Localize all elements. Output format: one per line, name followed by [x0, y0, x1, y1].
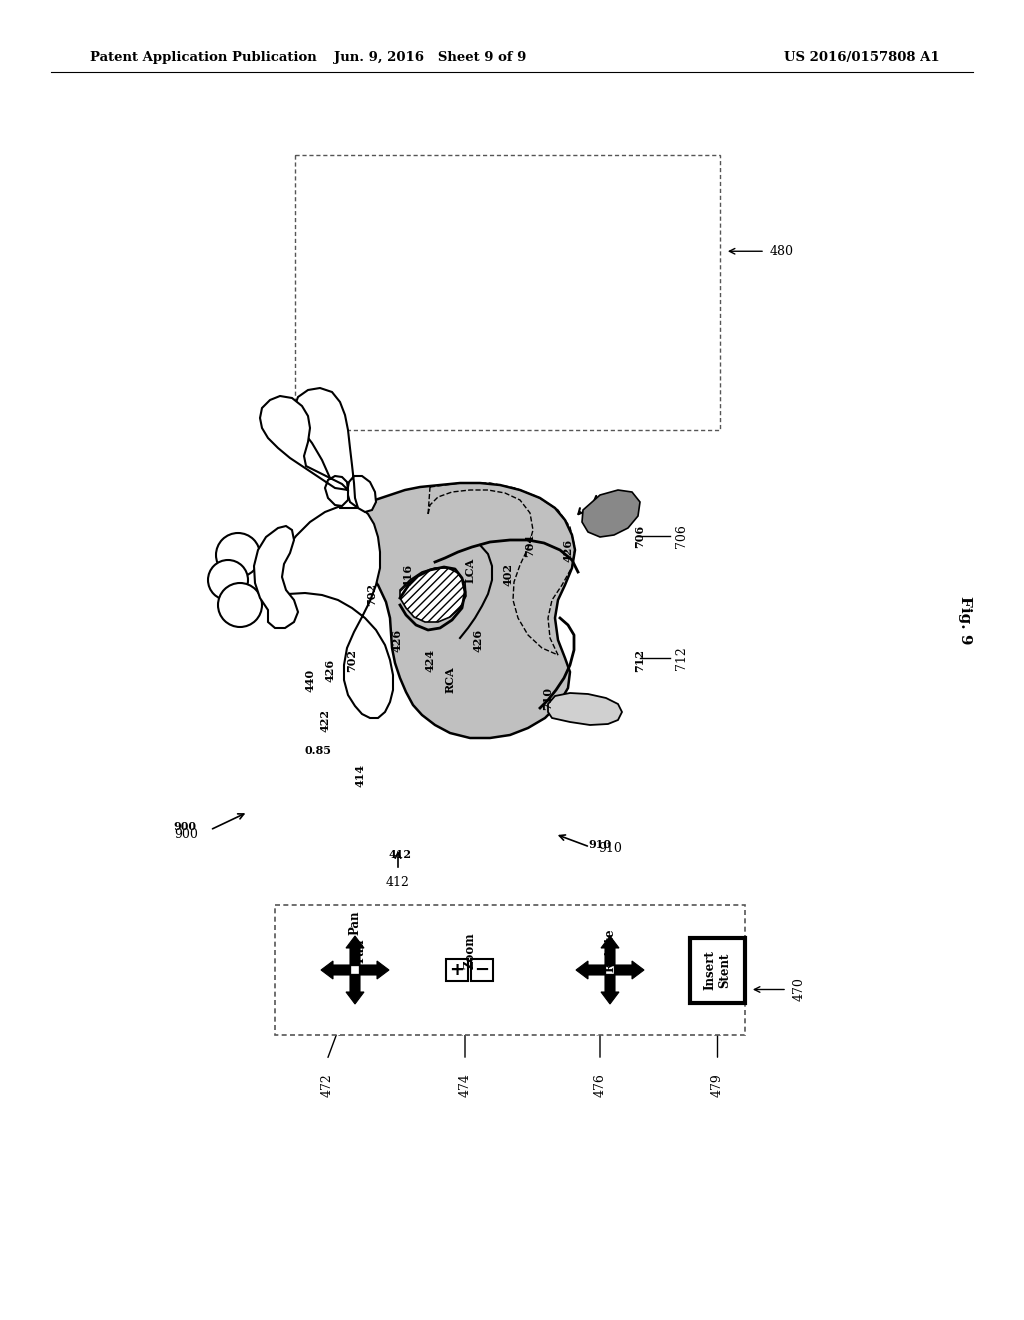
- Text: 414: 414: [354, 763, 366, 787]
- Text: Jun. 9, 2016   Sheet 9 of 9: Jun. 9, 2016 Sheet 9 of 9: [334, 51, 526, 65]
- Polygon shape: [346, 936, 364, 966]
- Text: 472: 472: [321, 1073, 334, 1097]
- Polygon shape: [268, 506, 393, 718]
- Text: 426: 426: [325, 659, 336, 681]
- Text: US 2016/0157808 A1: US 2016/0157808 A1: [784, 51, 940, 65]
- Polygon shape: [601, 936, 618, 966]
- Text: 712: 712: [675, 645, 688, 669]
- Text: 900: 900: [174, 828, 198, 841]
- Circle shape: [208, 560, 248, 601]
- Text: 412: 412: [386, 876, 410, 888]
- Text: 910: 910: [598, 842, 622, 855]
- Text: 402: 402: [503, 564, 513, 586]
- Text: +: +: [450, 961, 464, 979]
- Text: 424: 424: [425, 648, 435, 672]
- Text: 412: 412: [388, 850, 412, 861]
- Text: RCA: RCA: [444, 667, 456, 693]
- Text: Insert
Stent: Insert Stent: [703, 950, 731, 990]
- Polygon shape: [582, 490, 640, 537]
- Polygon shape: [614, 961, 644, 979]
- Text: Pan: Pan: [353, 939, 367, 962]
- Polygon shape: [254, 525, 298, 628]
- Text: 426: 426: [391, 628, 402, 652]
- Text: 470: 470: [793, 978, 806, 1002]
- Text: 416: 416: [402, 564, 414, 586]
- Circle shape: [216, 533, 260, 577]
- Text: 0.85: 0.85: [304, 744, 332, 755]
- Polygon shape: [575, 961, 605, 979]
- Text: 710: 710: [543, 686, 554, 710]
- Polygon shape: [330, 483, 575, 738]
- Text: 426: 426: [562, 539, 573, 561]
- Text: 702: 702: [346, 648, 357, 672]
- Text: 900: 900: [173, 821, 197, 832]
- Text: 426: 426: [472, 628, 483, 652]
- Text: 479: 479: [711, 1073, 724, 1097]
- Polygon shape: [346, 974, 364, 1005]
- Text: 480: 480: [770, 244, 794, 257]
- Text: 706: 706: [675, 524, 688, 548]
- Bar: [471, 960, 494, 981]
- Text: 704: 704: [524, 533, 536, 557]
- Polygon shape: [548, 693, 622, 725]
- Circle shape: [218, 583, 262, 627]
- Text: 474: 474: [459, 1073, 471, 1097]
- Bar: [445, 960, 468, 981]
- Text: 712: 712: [635, 648, 645, 672]
- Text: 440: 440: [304, 668, 315, 692]
- Text: 706: 706: [635, 524, 645, 548]
- Text: 702: 702: [367, 583, 378, 606]
- Polygon shape: [400, 568, 466, 622]
- Polygon shape: [294, 388, 376, 512]
- Text: Zoom: Zoom: [464, 932, 476, 969]
- Text: 422: 422: [319, 709, 331, 731]
- Text: Patent Application Publication: Patent Application Publication: [90, 51, 316, 65]
- Bar: [275, 906, 745, 1035]
- Polygon shape: [321, 961, 350, 979]
- Polygon shape: [601, 974, 618, 1005]
- Text: LCA: LCA: [465, 557, 475, 582]
- Bar: [295, 154, 720, 430]
- Polygon shape: [359, 961, 389, 979]
- Text: Rotate: Rotate: [603, 929, 616, 973]
- Text: 476: 476: [594, 1073, 606, 1097]
- Text: −: −: [474, 961, 489, 979]
- Bar: [690, 937, 745, 1002]
- Text: 910: 910: [589, 838, 611, 850]
- Text: Pan: Pan: [348, 911, 361, 936]
- Polygon shape: [260, 396, 348, 506]
- Text: Fig. 9: Fig. 9: [958, 595, 972, 644]
